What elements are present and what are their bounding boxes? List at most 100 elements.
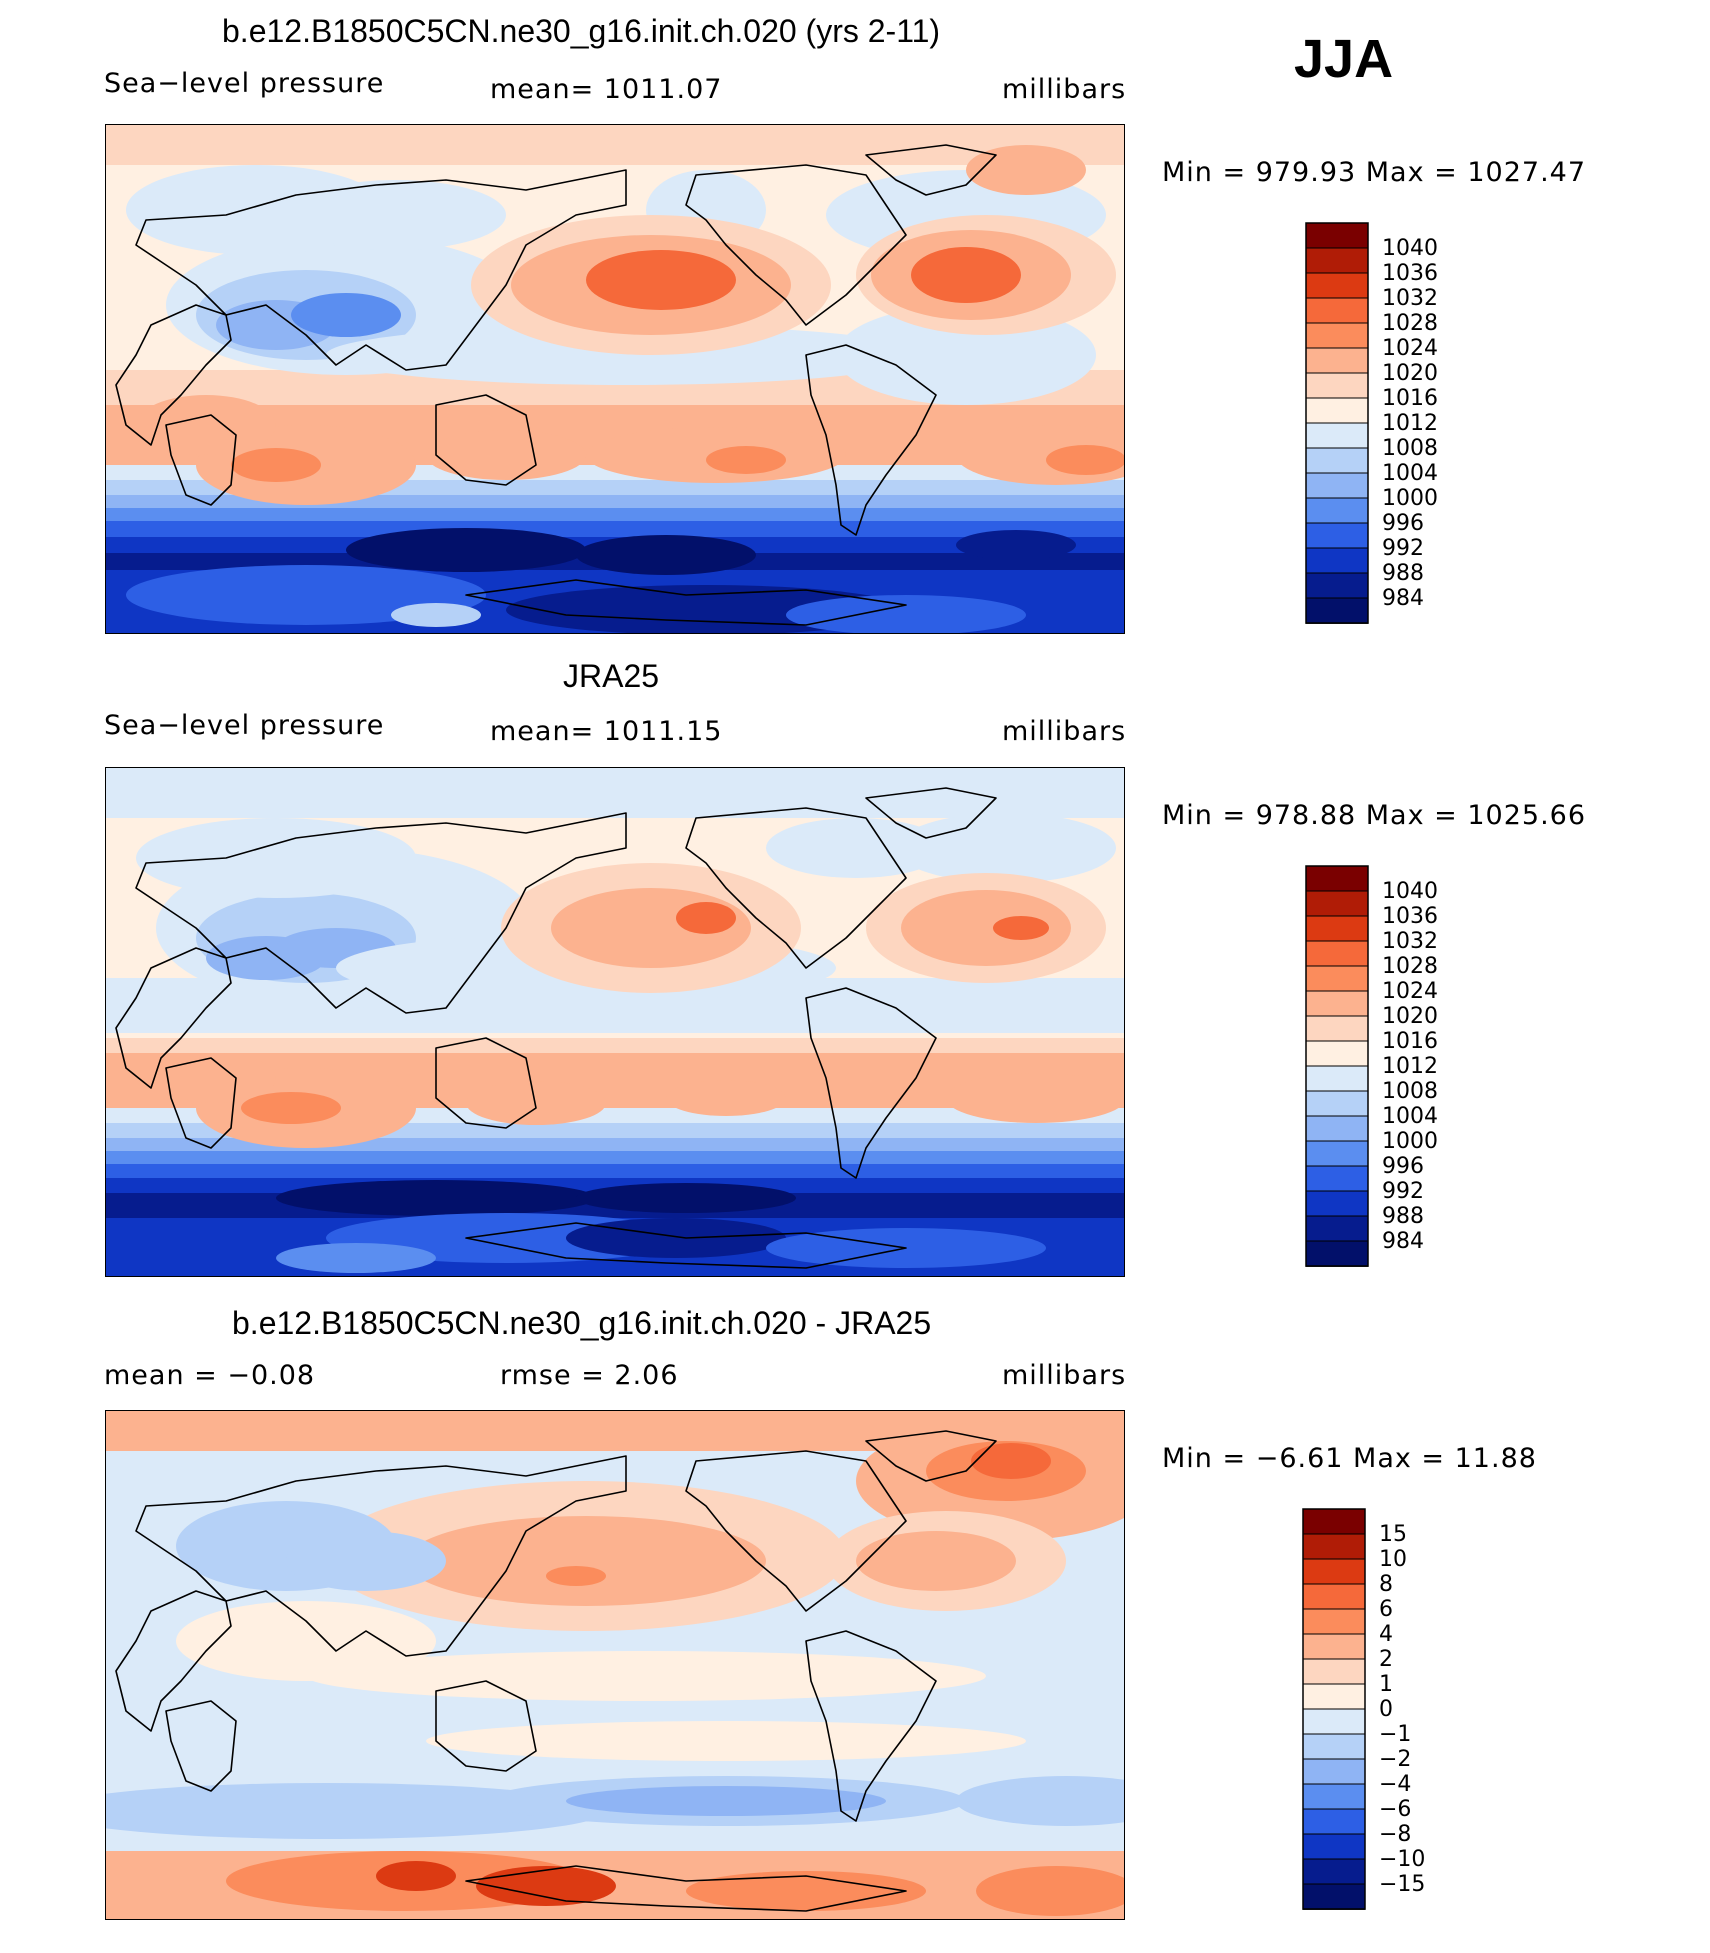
colorbar-tick-label: 996 <box>1382 1154 1424 1179</box>
colorbar-tick-label: 984 <box>1382 586 1424 611</box>
colorbar-swatch <box>1305 447 1369 474</box>
colorbar-tick-label: 1024 <box>1382 979 1438 1004</box>
colorbar-tick-label: 1016 <box>1382 1029 1438 1054</box>
colorbar-swatch <box>1305 915 1369 942</box>
season-label: JJA <box>1294 29 1394 89</box>
colorbar-swatch <box>1305 322 1369 349</box>
panel-2-minmax: Min = 978.88 Max = 1025.66 <box>1162 800 1587 831</box>
colorbar-tick-label: 996 <box>1382 511 1424 536</box>
panel-2-variable-label: Sea−level pressure <box>104 710 385 741</box>
colorbar-swatch <box>1302 1608 1366 1635</box>
colorbar-tick-label: 1008 <box>1382 436 1438 461</box>
colorbar-tick-label: 992 <box>1382 1179 1424 1204</box>
colorbar-swatch <box>1305 1165 1369 1192</box>
colorbar-tick-label: −4 <box>1379 1772 1411 1797</box>
colorbar-tick-label: 1028 <box>1382 311 1438 336</box>
colorbar-tick-label: 984 <box>1382 1229 1424 1254</box>
colorbar-tick-label: 1012 <box>1382 1054 1438 1079</box>
panel-3-colorbar: 15 10 8 6 4 2 1 0 −1 −2 −4 −6 −8 −10 −15 <box>1302 1508 1443 1914</box>
colorbar-tick-label: 6 <box>1379 1597 1393 1622</box>
colorbar-tick-label: 1016 <box>1382 386 1438 411</box>
panel-3-units-label: millibars <box>1002 1360 1127 1391</box>
colorbar-tick-label: 1036 <box>1382 261 1438 286</box>
colorbar-swatch <box>1305 1040 1369 1067</box>
colorbar-swatch <box>1302 1883 1366 1910</box>
colorbar-tick-label: 2 <box>1379 1647 1393 1672</box>
panel-1-title: b.e12.B1850C5CN.ne30_g16.init.ch.020 (yr… <box>222 13 941 49</box>
panel-1-minmax: Min = 979.93 Max = 1027.47 <box>1162 157 1587 188</box>
colorbar-tick-label: 1000 <box>1382 1129 1438 1154</box>
colorbar-swatch <box>1305 397 1369 424</box>
colorbar-tick-label: −1 <box>1379 1722 1411 1747</box>
panel-2-mean-label: mean= 1011.15 <box>490 716 723 747</box>
colorbar-swatch <box>1305 1240 1369 1267</box>
panel-3-mean-label: mean = −0.08 <box>104 1360 316 1391</box>
colorbar-swatch <box>1302 1758 1366 1785</box>
colorbar-swatch <box>1305 547 1369 574</box>
colorbar-tick-label: 1 <box>1379 1672 1393 1697</box>
colorbar-swatch <box>1302 1583 1366 1610</box>
colorbar-swatch <box>1305 597 1369 624</box>
colorbar-tick-label: 8 <box>1379 1572 1393 1597</box>
colorbar-tick-label: 1028 <box>1382 954 1438 979</box>
colorbar-tick-label: 1012 <box>1382 411 1438 436</box>
colorbar-swatch <box>1305 347 1369 374</box>
panel-3-map <box>105 1410 1125 1920</box>
panel-3-title: b.e12.B1850C5CN.ne30_g16.init.ch.020 - J… <box>232 1305 932 1341</box>
panel-3-minmax: Min = −6.61 Max = 11.88 <box>1162 1443 1537 1474</box>
colorbar-swatch <box>1305 890 1369 917</box>
colorbar-swatch <box>1302 1508 1366 1535</box>
colorbar-tick-label: −8 <box>1379 1822 1411 1847</box>
colorbar-tick-label: 4 <box>1379 1622 1393 1647</box>
colorbar-swatch <box>1305 990 1369 1017</box>
colorbar-tick-label: 0 <box>1379 1697 1393 1722</box>
colorbar-tick-label: 1036 <box>1382 904 1438 929</box>
colorbar-swatch <box>1305 222 1369 249</box>
colorbar-swatch <box>1302 1733 1366 1760</box>
panel-1-mean-label: mean= 1011.07 <box>490 74 723 105</box>
panel-1-units-label: millibars <box>1002 74 1127 105</box>
panel-2-colorbar: 1040 1036 1032 1028 1024 1020 1016 1012 1008 1004… <box>1305 865 1446 1271</box>
panel-1-variable-label: Sea−level pressure <box>104 68 385 99</box>
colorbar-tick-label: 1004 <box>1382 461 1438 486</box>
colorbar-swatch <box>1305 497 1369 524</box>
colorbar-swatch <box>1305 1065 1369 1092</box>
colorbar-tick-label: −15 <box>1379 1872 1425 1897</box>
colorbar-swatch <box>1305 1215 1369 1242</box>
colorbar-swatch <box>1305 1015 1369 1042</box>
colorbar-swatch <box>1302 1683 1366 1710</box>
colorbar-swatch <box>1305 297 1369 324</box>
colorbar-swatch <box>1305 522 1369 549</box>
colorbar-swatch <box>1302 1558 1366 1585</box>
colorbar-tick-label: 1020 <box>1382 1004 1438 1029</box>
panel-2-units-label: millibars <box>1002 716 1127 747</box>
colorbar-tick-label: 1032 <box>1382 929 1438 954</box>
colorbar-swatch <box>1305 865 1369 892</box>
colorbar-tick-label: 988 <box>1382 561 1424 586</box>
colorbar-swatch <box>1305 1140 1369 1167</box>
colorbar-tick-label: 1000 <box>1382 486 1438 511</box>
colorbar-swatch <box>1305 372 1369 399</box>
colorbar-tick-label: 988 <box>1382 1204 1424 1229</box>
colorbar-tick-label: 1008 <box>1382 1079 1438 1104</box>
colorbar-swatch <box>1302 1808 1366 1835</box>
colorbar-swatch <box>1305 1090 1369 1117</box>
panel-2-map <box>105 767 1125 1277</box>
colorbar-tick-label: 992 <box>1382 536 1424 561</box>
colorbar-swatch <box>1305 1115 1369 1142</box>
colorbar-tick-label: −10 <box>1379 1847 1425 1872</box>
colorbar-swatch <box>1305 965 1369 992</box>
colorbar-swatch <box>1305 1190 1369 1217</box>
colorbar-swatch <box>1305 472 1369 499</box>
colorbar-swatch <box>1302 1708 1366 1735</box>
colorbar-swatch <box>1302 1658 1366 1685</box>
colorbar-swatch <box>1302 1833 1366 1860</box>
colorbar-tick-label: 1004 <box>1382 1104 1438 1129</box>
panel-3-rmse-label: rmse = 2.06 <box>500 1360 679 1391</box>
panel-1-map <box>105 124 1125 634</box>
colorbar-tick-label: −2 <box>1379 1747 1411 1772</box>
colorbar-swatch <box>1302 1858 1366 1885</box>
colorbar-tick-label: 1024 <box>1382 336 1438 361</box>
colorbar-swatch <box>1302 1633 1366 1660</box>
panel-1-colorbar: 1040 1036 1032 1028 1024 1020 1016 1012 1008 1004… <box>1305 222 1446 628</box>
